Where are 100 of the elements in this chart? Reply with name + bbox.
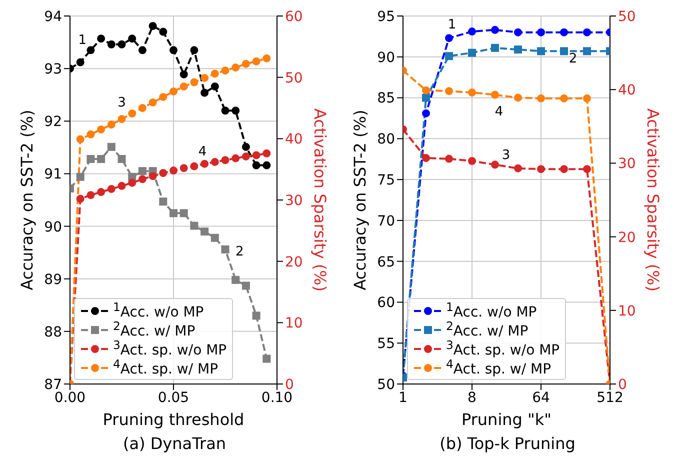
legend-label: $^{2}$Acc. w/ MP: [113, 319, 196, 340]
point: [86, 130, 95, 138]
point: [252, 312, 260, 320]
point: [138, 167, 146, 176]
legend-label: $^{4}$Act. sp. w/ MP: [113, 357, 218, 378]
point: [583, 165, 591, 174]
point: [170, 209, 178, 218]
y-tick-label: 91: [44, 166, 62, 183]
point: [252, 161, 260, 170]
point: [107, 142, 116, 151]
point: [491, 26, 499, 34]
point: [86, 46, 95, 54]
point: [210, 70, 219, 78]
point: [537, 28, 545, 36]
point: [128, 178, 136, 187]
point: [76, 135, 84, 144]
point: [76, 194, 84, 203]
y2-tick-label: 50: [618, 8, 636, 25]
point: [583, 47, 591, 56]
y-axis-title: Accuracy on SST-2 (%): [18, 110, 36, 290]
point: [180, 164, 188, 172]
point: [128, 110, 136, 118]
point: [128, 34, 136, 43]
point: [242, 142, 250, 151]
point: [232, 106, 240, 115]
y2-axis-title: Activation Sparsity (%): [310, 108, 330, 292]
point: [190, 46, 198, 54]
point: [190, 78, 198, 86]
point: [560, 165, 568, 174]
point: [262, 149, 271, 158]
point: [560, 47, 568, 56]
y2-axis-title: Activation Sparsity (%): [644, 108, 662, 292]
legend-label: $^{4}$Act. sp. w/ MP: [446, 357, 552, 378]
point: [422, 154, 430, 162]
y-tick-label: 90: [377, 50, 395, 66]
point: [468, 28, 476, 36]
y2-tick-label: 20: [285, 254, 303, 270]
point: [190, 162, 198, 170]
y-tick-label: 55: [377, 336, 395, 352]
point: [560, 28, 568, 36]
text: (b) Top-k Pruning: [438, 434, 576, 453]
point: [514, 94, 522, 102]
point: [170, 166, 178, 175]
point: [583, 94, 591, 102]
point: [118, 40, 126, 48]
x-tick-label: 64: [532, 390, 550, 406]
point: [107, 184, 116, 193]
y-axis-title: Accuracy on SST-2 (%): [350, 110, 370, 290]
point: [76, 172, 84, 181]
point: [97, 125, 106, 134]
point: [262, 54, 271, 62]
point: [537, 47, 545, 56]
point: [221, 66, 230, 75]
point: [445, 154, 453, 163]
point: [583, 28, 591, 36]
point: [97, 188, 106, 196]
y-tick-label: 95: [377, 8, 395, 25]
y2-tick-label: 40: [618, 82, 636, 99]
point: [180, 209, 188, 218]
y-tick-label: 85: [377, 90, 395, 107]
y2-tick-label: 30: [285, 192, 303, 209]
annotation: 1: [78, 32, 86, 48]
y-tick-label: 65: [377, 254, 395, 270]
point: [468, 48, 476, 57]
point: [491, 44, 499, 52]
y-tick-label: 89: [44, 272, 62, 288]
point: [148, 98, 157, 106]
point: [514, 46, 522, 54]
legend-label: $^{1}$Acc. w/o MP: [113, 300, 204, 321]
point: [107, 120, 116, 129]
point: [200, 160, 209, 168]
y-tick-label: 93: [44, 62, 62, 78]
point: [514, 164, 522, 172]
point: [221, 245, 230, 254]
point: [200, 88, 209, 97]
y-tick-label: 88: [44, 324, 62, 340]
point: [170, 46, 178, 54]
point: [242, 60, 250, 68]
y2-tick-label: 20: [618, 230, 636, 246]
y2-tick-label: 50: [285, 70, 303, 86]
text: (a) DynaTran: [122, 434, 228, 453]
point: [180, 70, 188, 78]
point: [262, 354, 271, 363]
y-tick-label: 70: [377, 213, 395, 230]
point: [190, 222, 198, 230]
point: [252, 57, 260, 66]
point: [422, 109, 430, 118]
annotation: 3: [502, 148, 510, 164]
y2-tick-label: 40: [285, 132, 303, 148]
point: [159, 198, 168, 206]
point: [242, 282, 250, 290]
annotation: 2: [235, 244, 244, 260]
point: [221, 156, 230, 164]
point: [468, 88, 476, 97]
point: [159, 92, 168, 101]
annotation: 3: [118, 96, 126, 111]
point: [86, 154, 95, 163]
legend-label: $^{1}$Acc. w/o MP: [446, 300, 537, 321]
x-tick-label: 1: [398, 390, 408, 406]
legend-label: $^{3}$Act. sp. w/o MP: [446, 338, 560, 359]
